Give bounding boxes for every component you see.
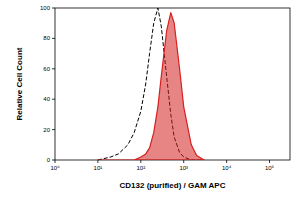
x-tick bbox=[97, 160, 98, 163]
y-tick bbox=[52, 160, 55, 161]
series-group bbox=[98, 8, 204, 160]
y-tick bbox=[52, 38, 55, 39]
y-tick-label: 0 bbox=[47, 157, 51, 163]
x-tick-label: 10¹ bbox=[94, 165, 103, 171]
x-tick-label: 10⁰ bbox=[50, 165, 60, 171]
y-tick-label: 20 bbox=[43, 127, 50, 133]
y-tick bbox=[52, 99, 55, 100]
y-tick bbox=[52, 68, 55, 69]
x-tick bbox=[183, 160, 184, 163]
chart: 0 20 40 60 80 100 10⁰ 10¹ 10² 10³ 10⁴ 10⁵ CD132 (pur… bbox=[0, 0, 300, 200]
x-tick bbox=[140, 160, 141, 163]
x-tick-label: 10³ bbox=[179, 165, 188, 171]
x-tick bbox=[226, 160, 227, 163]
plot-frame bbox=[55, 8, 290, 160]
x-tick-label: 10⁵ bbox=[265, 165, 275, 171]
x-tick bbox=[269, 160, 270, 163]
y-tick-label: 60 bbox=[43, 66, 50, 72]
y-tick-label: 40 bbox=[43, 96, 50, 102]
x-tick-label: 10² bbox=[136, 165, 145, 171]
y-tick bbox=[52, 129, 55, 130]
y-tick-label: 100 bbox=[40, 5, 51, 11]
area-series bbox=[98, 13, 204, 160]
y-tick bbox=[52, 8, 55, 9]
x-tick bbox=[55, 160, 56, 163]
y-axis-title: Relative Cell Count bbox=[15, 47, 24, 120]
line-series bbox=[98, 8, 204, 160]
y-tick-label: 80 bbox=[43, 35, 50, 41]
x-tick-label: 10⁴ bbox=[222, 165, 232, 171]
x-axis-title: CD132 (purified) / GAM APC bbox=[120, 181, 226, 190]
